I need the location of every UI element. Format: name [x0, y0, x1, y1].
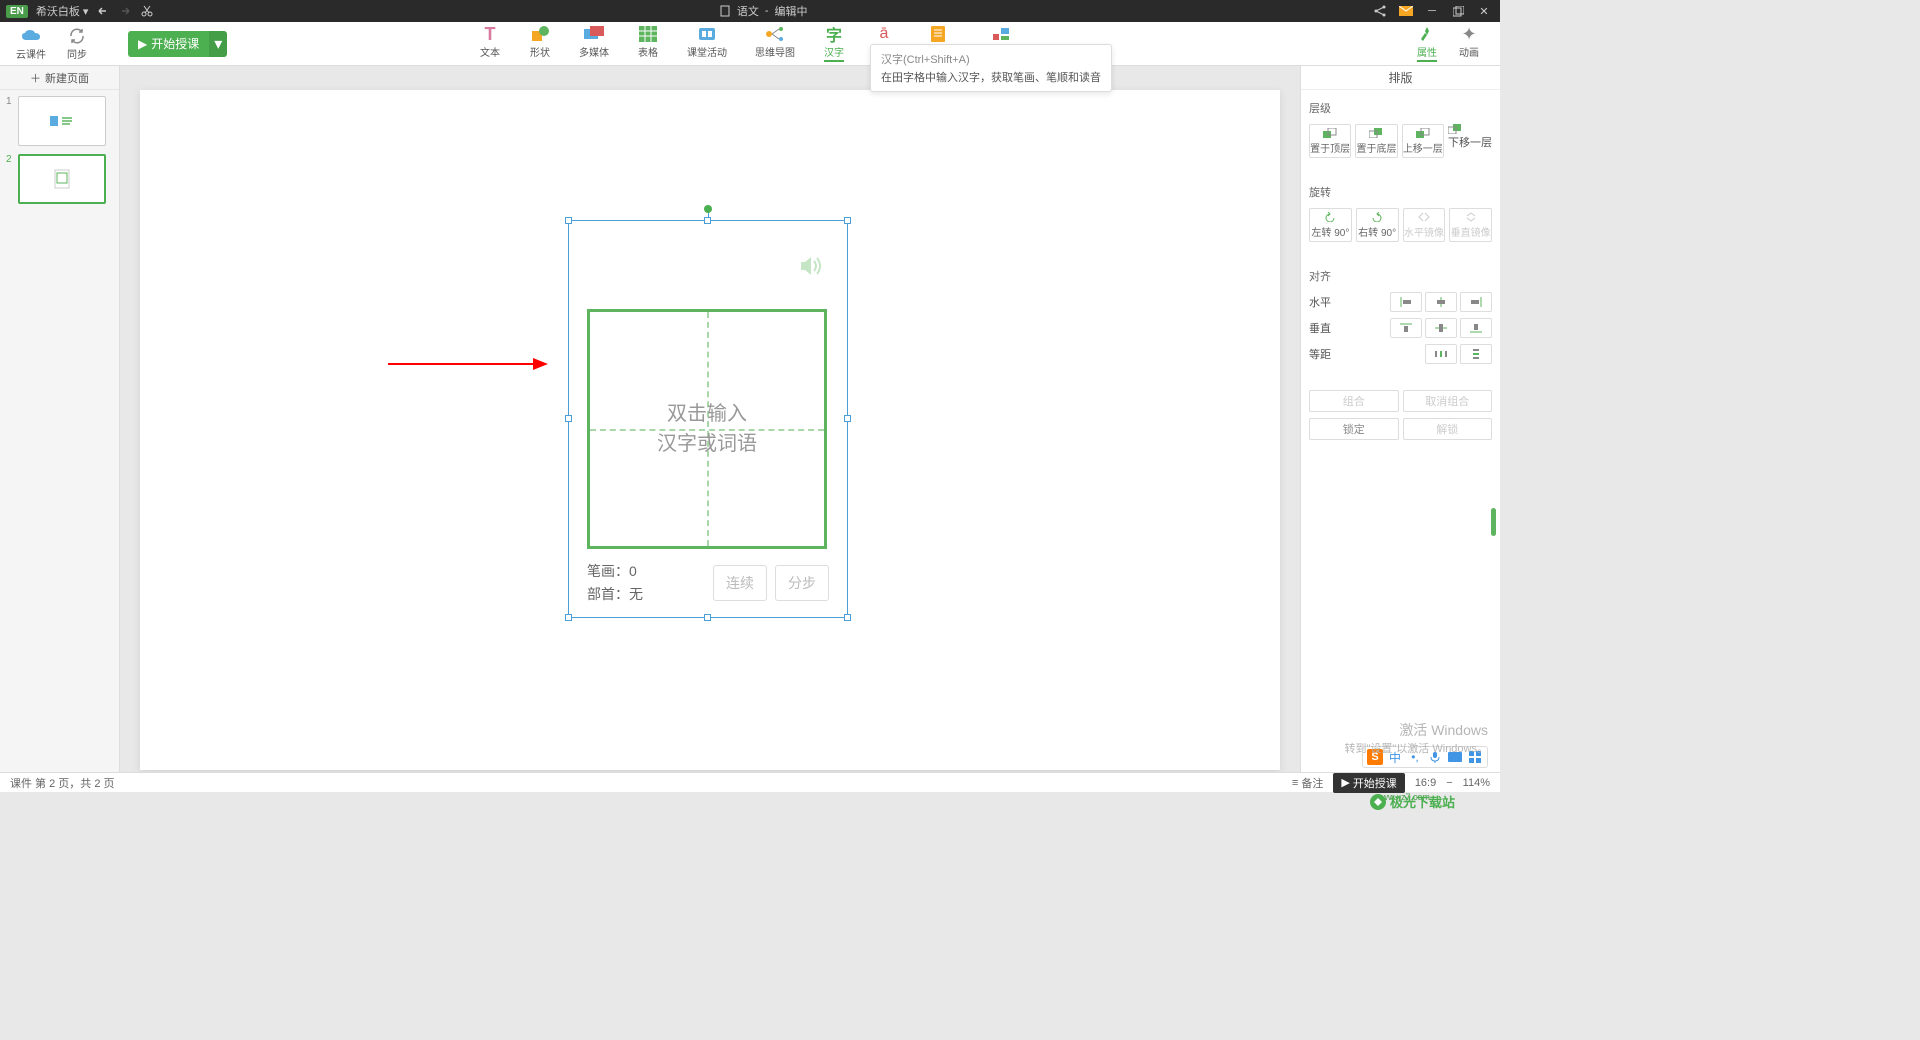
play-icon: ▶ [138, 37, 147, 51]
rotate-right[interactable]: 右转 90° [1356, 208, 1399, 242]
ime-lang[interactable]: 中 [1387, 749, 1403, 765]
speaker-icon[interactable] [799, 255, 825, 277]
ungroup-button[interactable]: 取消组合 [1403, 390, 1493, 412]
doc-icon [719, 5, 731, 17]
titlebar: EN 希沃白板 ▾ 语文 - 编辑中 ─ ✕ [0, 0, 1500, 22]
zoom-out[interactable]: − [1446, 777, 1452, 789]
toolbar: 云课件 同步 ▶开始授课 ▾ T文本 形状 多媒体 表格 课堂活动 思维导图 字… [0, 22, 1500, 66]
doc-name: 语文 [737, 3, 759, 19]
grid-placeholder: 双击输入 汉字或词语 [590, 399, 824, 459]
ime-punct[interactable]: •, [1407, 749, 1423, 765]
resize-handle-bl[interactable] [565, 614, 572, 621]
step-button[interactable]: 分步 [775, 565, 829, 601]
canvas-area: 双击输入 汉字或词语 笔画：0 部首：无 连续 分步 [120, 66, 1300, 792]
present-button[interactable]: ▶开始授课 [1333, 773, 1404, 793]
media-tool[interactable]: 多媒体 [579, 25, 609, 62]
annotation-arrow [388, 356, 548, 372]
en-badge: EN [6, 5, 28, 18]
note-button[interactable]: ≡备注 [1292, 775, 1323, 791]
align-right[interactable] [1460, 292, 1492, 312]
send-back[interactable]: 置于底层 [1355, 124, 1397, 158]
dist-v[interactable] [1460, 344, 1492, 364]
start-dropdown[interactable]: ▾ [209, 31, 227, 57]
shape-tool[interactable]: 形状 [529, 25, 551, 62]
text-tool[interactable]: T文本 [479, 25, 501, 62]
resize-handle-tl[interactable] [565, 217, 572, 224]
ime-menu[interactable] [1467, 749, 1483, 765]
props-tab[interactable]: 排版 [1301, 66, 1500, 90]
continuous-button[interactable]: 连续 [713, 565, 767, 601]
props-tool[interactable]: 属性 [1416, 25, 1438, 62]
resize-handle-br[interactable] [844, 614, 851, 621]
scroll-handle[interactable] [1491, 508, 1496, 536]
bring-front[interactable]: 置于顶层 [1309, 124, 1351, 158]
edit-status: 编辑中 [775, 3, 808, 19]
align-title: 对齐 [1309, 268, 1492, 284]
rotate-title: 旋转 [1309, 184, 1492, 200]
app-name: 希沃白板 [36, 3, 80, 19]
move-down[interactable]: 下移一层 [1448, 124, 1492, 158]
page-info: 课件 第 2 页，共 2 页 [10, 775, 115, 791]
close-icon[interactable]: ✕ [1476, 3, 1492, 19]
flip-v[interactable]: 垂直镜像 [1449, 208, 1492, 242]
table-tool[interactable]: 表格 [637, 25, 659, 62]
sogou-icon: S [1367, 749, 1383, 765]
minimize-icon[interactable]: ─ [1424, 3, 1440, 19]
lock-button[interactable]: 锁定 [1309, 418, 1399, 440]
chevron-down-icon: ▾ [83, 5, 89, 18]
hanzi-tool[interactable]: 字汉字 [823, 25, 845, 62]
dist-h[interactable] [1425, 344, 1457, 364]
statusbar: 课件 第 2 页，共 2 页 ≡备注 ▶开始授课 16:9 − 114% [0, 772, 1500, 792]
app-name-dropdown[interactable]: 希沃白板 ▾ [36, 3, 89, 19]
flip-h[interactable]: 水平镜像 [1403, 208, 1446, 242]
site-watermark: www.xz7.com 极光下载站 [1360, 792, 1500, 812]
mindmap-tool[interactable]: 思维导图 [755, 25, 795, 62]
resize-handle-ml[interactable] [565, 415, 572, 422]
anim-tool[interactable]: ✦动画 [1458, 25, 1480, 62]
group-button[interactable]: 组合 [1309, 390, 1399, 412]
new-page-button[interactable]: ＋新建页面 [0, 66, 119, 90]
layer-title: 层级 [1309, 100, 1492, 116]
start-button[interactable]: ▶开始授课 ▾ [128, 31, 227, 57]
ime-keyboard[interactable] [1447, 749, 1463, 765]
rotate-handle[interactable] [704, 205, 712, 213]
ime-bar[interactable]: S 中 •, [1362, 746, 1488, 768]
tian-grid[interactable]: 双击输入 汉字或词语 [587, 309, 827, 549]
ime-mic[interactable] [1427, 749, 1443, 765]
align-left[interactable] [1390, 292, 1422, 312]
resize-handle-mr[interactable] [844, 415, 851, 422]
move-up[interactable]: 上移一层 [1402, 124, 1444, 158]
character-card[interactable]: 双击输入 汉字或词语 笔画：0 部首：无 连续 分步 [568, 220, 848, 618]
svg-text:极光下载站: 极光下载站 [1390, 795, 1455, 810]
share-icon[interactable] [1372, 3, 1388, 19]
align-bottom[interactable] [1460, 318, 1492, 338]
redo-icon[interactable] [118, 4, 132, 18]
mail-icon[interactable] [1398, 3, 1414, 19]
resize-handle-bc[interactable] [704, 614, 711, 621]
slide-1[interactable]: 1 [6, 96, 113, 146]
rotate-left[interactable]: 左转 90° [1309, 208, 1352, 242]
cloud-tool[interactable]: 云课件 [16, 27, 46, 61]
align-middle[interactable] [1425, 318, 1457, 338]
cut-icon[interactable] [140, 4, 154, 18]
undo-icon[interactable] [96, 4, 110, 18]
resize-handle-tc[interactable] [704, 217, 711, 224]
canvas[interactable]: 双击输入 汉字或词语 笔画：0 部首：无 连续 分步 [140, 90, 1280, 770]
tooltip: 汉字(Ctrl+Shift+A) 在田字格中输入汉字，获取笔画、笔顺和读音 [870, 44, 1112, 92]
slide-2[interactable]: 2 [6, 154, 113, 204]
stroke-info: 笔画：0 部首：无 [587, 560, 643, 605]
activity-tool[interactable]: 课堂活动 [687, 25, 727, 62]
slide-panel: ＋新建页面 1 2 [0, 66, 120, 792]
maximize-icon[interactable] [1450, 3, 1466, 19]
align-center[interactable] [1425, 292, 1457, 312]
properties-panel: 排版 层级 置于顶层 置于底层 上移一层 下移一层 旋转 左转 90° 右转 9… [1300, 66, 1500, 792]
unlock-button[interactable]: 解锁 [1403, 418, 1493, 440]
resize-handle-tr[interactable] [844, 217, 851, 224]
zoom-level: 114% [1463, 777, 1490, 789]
sync-tool[interactable]: 同步 [66, 27, 88, 61]
align-top[interactable] [1390, 318, 1422, 338]
aspect-ratio[interactable]: 16:9 [1415, 777, 1436, 789]
